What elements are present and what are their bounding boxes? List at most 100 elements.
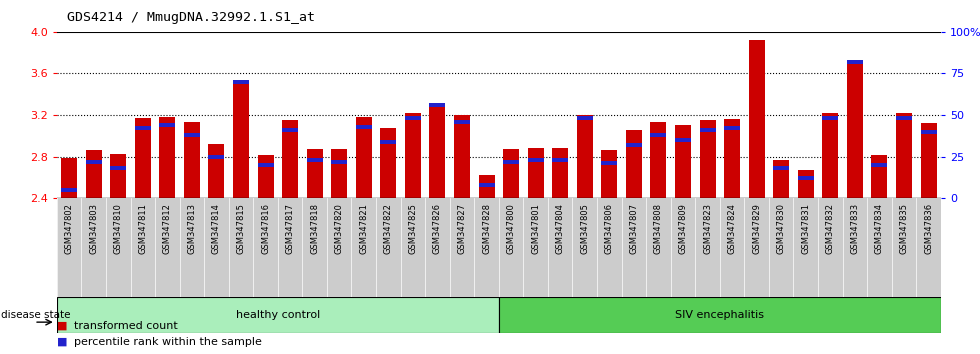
Text: disease state: disease state bbox=[1, 310, 71, 320]
Bar bbox=[61, 158, 77, 198]
Bar bbox=[110, 166, 126, 170]
Bar bbox=[258, 163, 273, 167]
Text: GSM347804: GSM347804 bbox=[556, 203, 564, 254]
Bar bbox=[773, 160, 789, 198]
Text: ■: ■ bbox=[57, 337, 68, 347]
Text: GSM347828: GSM347828 bbox=[482, 203, 491, 254]
Text: GSM347814: GSM347814 bbox=[212, 203, 220, 254]
Bar bbox=[454, 120, 470, 124]
Text: GDS4214 / MmugDNA.32992.1.S1_at: GDS4214 / MmugDNA.32992.1.S1_at bbox=[67, 11, 315, 24]
Bar bbox=[61, 188, 77, 192]
Bar bbox=[896, 113, 912, 198]
Text: GSM347824: GSM347824 bbox=[727, 203, 737, 254]
Bar bbox=[135, 126, 151, 130]
Bar bbox=[429, 103, 446, 107]
Bar bbox=[380, 127, 396, 198]
Text: SIV encephalitis: SIV encephalitis bbox=[675, 310, 764, 320]
Text: GSM347807: GSM347807 bbox=[629, 203, 638, 254]
Bar bbox=[896, 116, 912, 120]
Bar bbox=[110, 154, 126, 198]
Bar bbox=[920, 130, 937, 134]
Bar bbox=[724, 119, 740, 198]
Bar bbox=[749, 40, 764, 198]
Text: GSM347802: GSM347802 bbox=[65, 203, 74, 254]
Bar bbox=[331, 149, 347, 198]
Text: GSM347833: GSM347833 bbox=[851, 203, 859, 254]
Bar bbox=[700, 128, 715, 132]
Text: GSM347816: GSM347816 bbox=[261, 203, 270, 254]
Bar bbox=[626, 143, 642, 147]
Bar bbox=[847, 61, 862, 198]
Bar bbox=[602, 150, 617, 198]
Bar bbox=[307, 158, 322, 162]
Text: GSM347813: GSM347813 bbox=[187, 203, 196, 254]
Bar bbox=[85, 160, 102, 164]
Text: GSM347836: GSM347836 bbox=[924, 203, 933, 254]
Bar bbox=[331, 160, 347, 164]
Bar bbox=[160, 117, 175, 198]
Bar bbox=[724, 126, 740, 130]
Bar bbox=[503, 160, 519, 164]
Text: ■: ■ bbox=[57, 321, 68, 331]
Bar bbox=[822, 113, 838, 198]
Bar bbox=[527, 158, 544, 162]
Text: GSM347831: GSM347831 bbox=[802, 203, 810, 254]
Bar bbox=[429, 105, 446, 198]
Bar bbox=[233, 82, 249, 198]
Text: GSM347818: GSM347818 bbox=[310, 203, 319, 254]
Bar bbox=[209, 144, 224, 198]
Bar bbox=[602, 161, 617, 165]
Bar bbox=[503, 149, 519, 198]
Text: GSM347805: GSM347805 bbox=[580, 203, 589, 254]
Bar bbox=[478, 175, 495, 198]
Text: GSM347810: GSM347810 bbox=[114, 203, 122, 254]
Text: GSM347834: GSM347834 bbox=[875, 203, 884, 254]
Text: GSM347827: GSM347827 bbox=[458, 203, 466, 254]
Bar bbox=[798, 176, 813, 180]
Bar bbox=[822, 116, 838, 120]
Text: GSM347826: GSM347826 bbox=[433, 203, 442, 254]
Text: GSM347820: GSM347820 bbox=[335, 203, 344, 254]
Bar bbox=[356, 125, 371, 129]
Bar bbox=[258, 155, 273, 198]
Text: GSM347808: GSM347808 bbox=[654, 203, 662, 254]
Bar bbox=[552, 158, 568, 162]
Text: GSM347835: GSM347835 bbox=[900, 203, 908, 254]
Text: GSM347821: GSM347821 bbox=[360, 203, 368, 254]
Text: GSM347817: GSM347817 bbox=[285, 203, 295, 254]
Text: percentile rank within the sample: percentile rank within the sample bbox=[74, 337, 263, 347]
Text: GSM347811: GSM347811 bbox=[138, 203, 147, 254]
Text: GSM347823: GSM347823 bbox=[703, 203, 712, 254]
Text: transformed count: transformed count bbox=[74, 321, 178, 331]
Bar bbox=[552, 148, 568, 198]
Bar bbox=[233, 80, 249, 84]
Bar bbox=[454, 115, 470, 198]
Text: GSM347803: GSM347803 bbox=[89, 203, 98, 254]
Bar bbox=[700, 120, 715, 198]
Text: healthy control: healthy control bbox=[236, 310, 319, 320]
Text: GSM347800: GSM347800 bbox=[507, 203, 515, 254]
Bar bbox=[798, 170, 813, 198]
Bar bbox=[405, 116, 420, 120]
Text: GSM347812: GSM347812 bbox=[163, 203, 172, 254]
Text: GSM347825: GSM347825 bbox=[409, 203, 417, 254]
Bar bbox=[651, 122, 666, 198]
Bar bbox=[527, 148, 544, 198]
Bar bbox=[282, 128, 298, 132]
Text: GSM347829: GSM347829 bbox=[752, 203, 761, 254]
Bar bbox=[499, 297, 941, 333]
Bar bbox=[920, 123, 937, 198]
Bar bbox=[773, 166, 789, 170]
Bar bbox=[135, 118, 151, 198]
Bar bbox=[577, 116, 593, 120]
Text: GSM347832: GSM347832 bbox=[826, 203, 835, 254]
Bar bbox=[184, 133, 200, 137]
Bar bbox=[282, 120, 298, 198]
Text: GSM347809: GSM347809 bbox=[678, 203, 688, 254]
Bar bbox=[380, 139, 396, 144]
Bar bbox=[57, 297, 499, 333]
Bar bbox=[577, 115, 593, 198]
Bar bbox=[847, 60, 862, 64]
Bar bbox=[356, 117, 371, 198]
Bar bbox=[675, 125, 691, 198]
